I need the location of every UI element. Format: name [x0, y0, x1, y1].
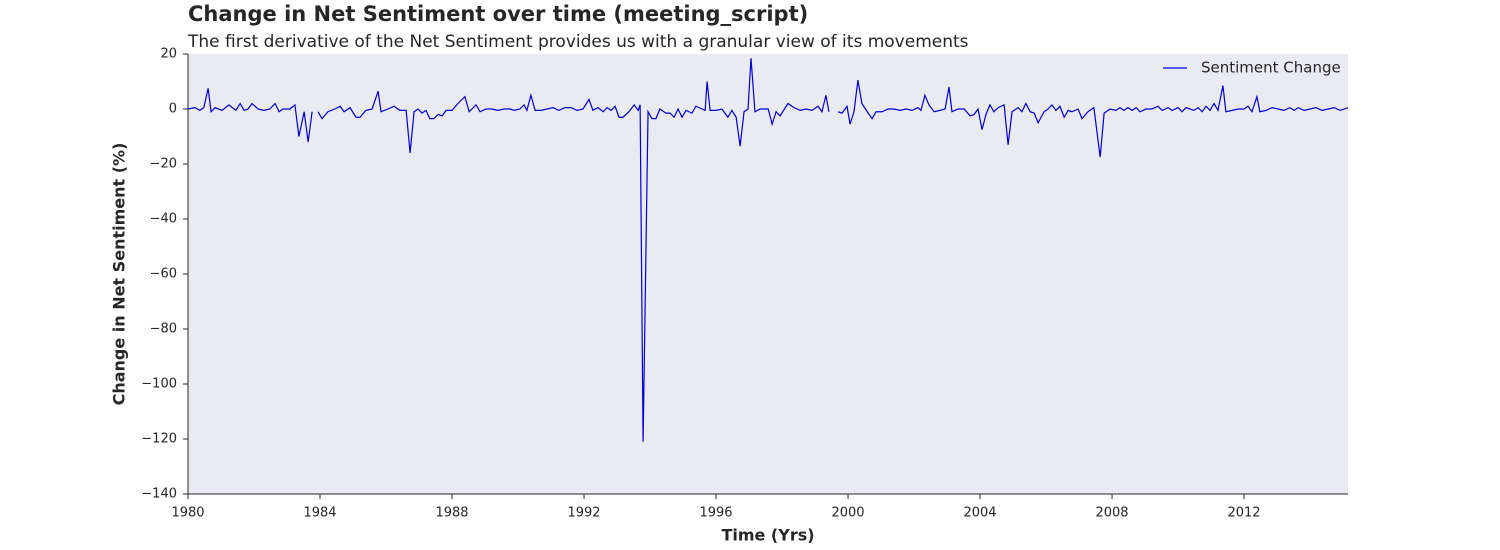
y-tick-label: −120: [141, 432, 177, 447]
x-tick-label: 2012: [1227, 506, 1260, 521]
x-tick-label: 2004: [963, 506, 996, 521]
data-line: [837, 80, 1349, 158]
x-axis-label: Time (Yrs): [721, 526, 814, 545]
x-tick-label: 2008: [1095, 506, 1128, 521]
x-tick-label: 2000: [831, 506, 864, 521]
data-line: [317, 58, 830, 442]
y-tick-label: 0: [169, 102, 177, 117]
x-tick-label: 1980: [171, 506, 204, 521]
x-tick-label: 1988: [435, 506, 468, 521]
chart-subtitle: The first derivative of the Net Sentimen…: [187, 32, 969, 52]
y-tick-label: −20: [150, 157, 177, 172]
legend-label: Sentiment Change: [1201, 59, 1341, 77]
y-tick-label: −80: [150, 322, 177, 337]
chart-title: Change in Net Sentiment over time (meeti…: [188, 2, 808, 26]
y-axis-label: Change in Net Sentiment (%): [110, 143, 129, 406]
y-tick-label: −40: [150, 212, 177, 227]
plot-background: [188, 54, 1348, 494]
y-tick-label: 20: [160, 47, 177, 62]
x-tick-label: 1992: [567, 506, 600, 521]
y-tick-label: −100: [141, 377, 177, 392]
x-tick-label: 1984: [303, 506, 336, 521]
y-tick-label: −140: [141, 487, 177, 502]
data-line: [187, 88, 313, 143]
y-tick-label: −60: [150, 267, 177, 282]
x-tick-label: 1996: [699, 506, 732, 521]
